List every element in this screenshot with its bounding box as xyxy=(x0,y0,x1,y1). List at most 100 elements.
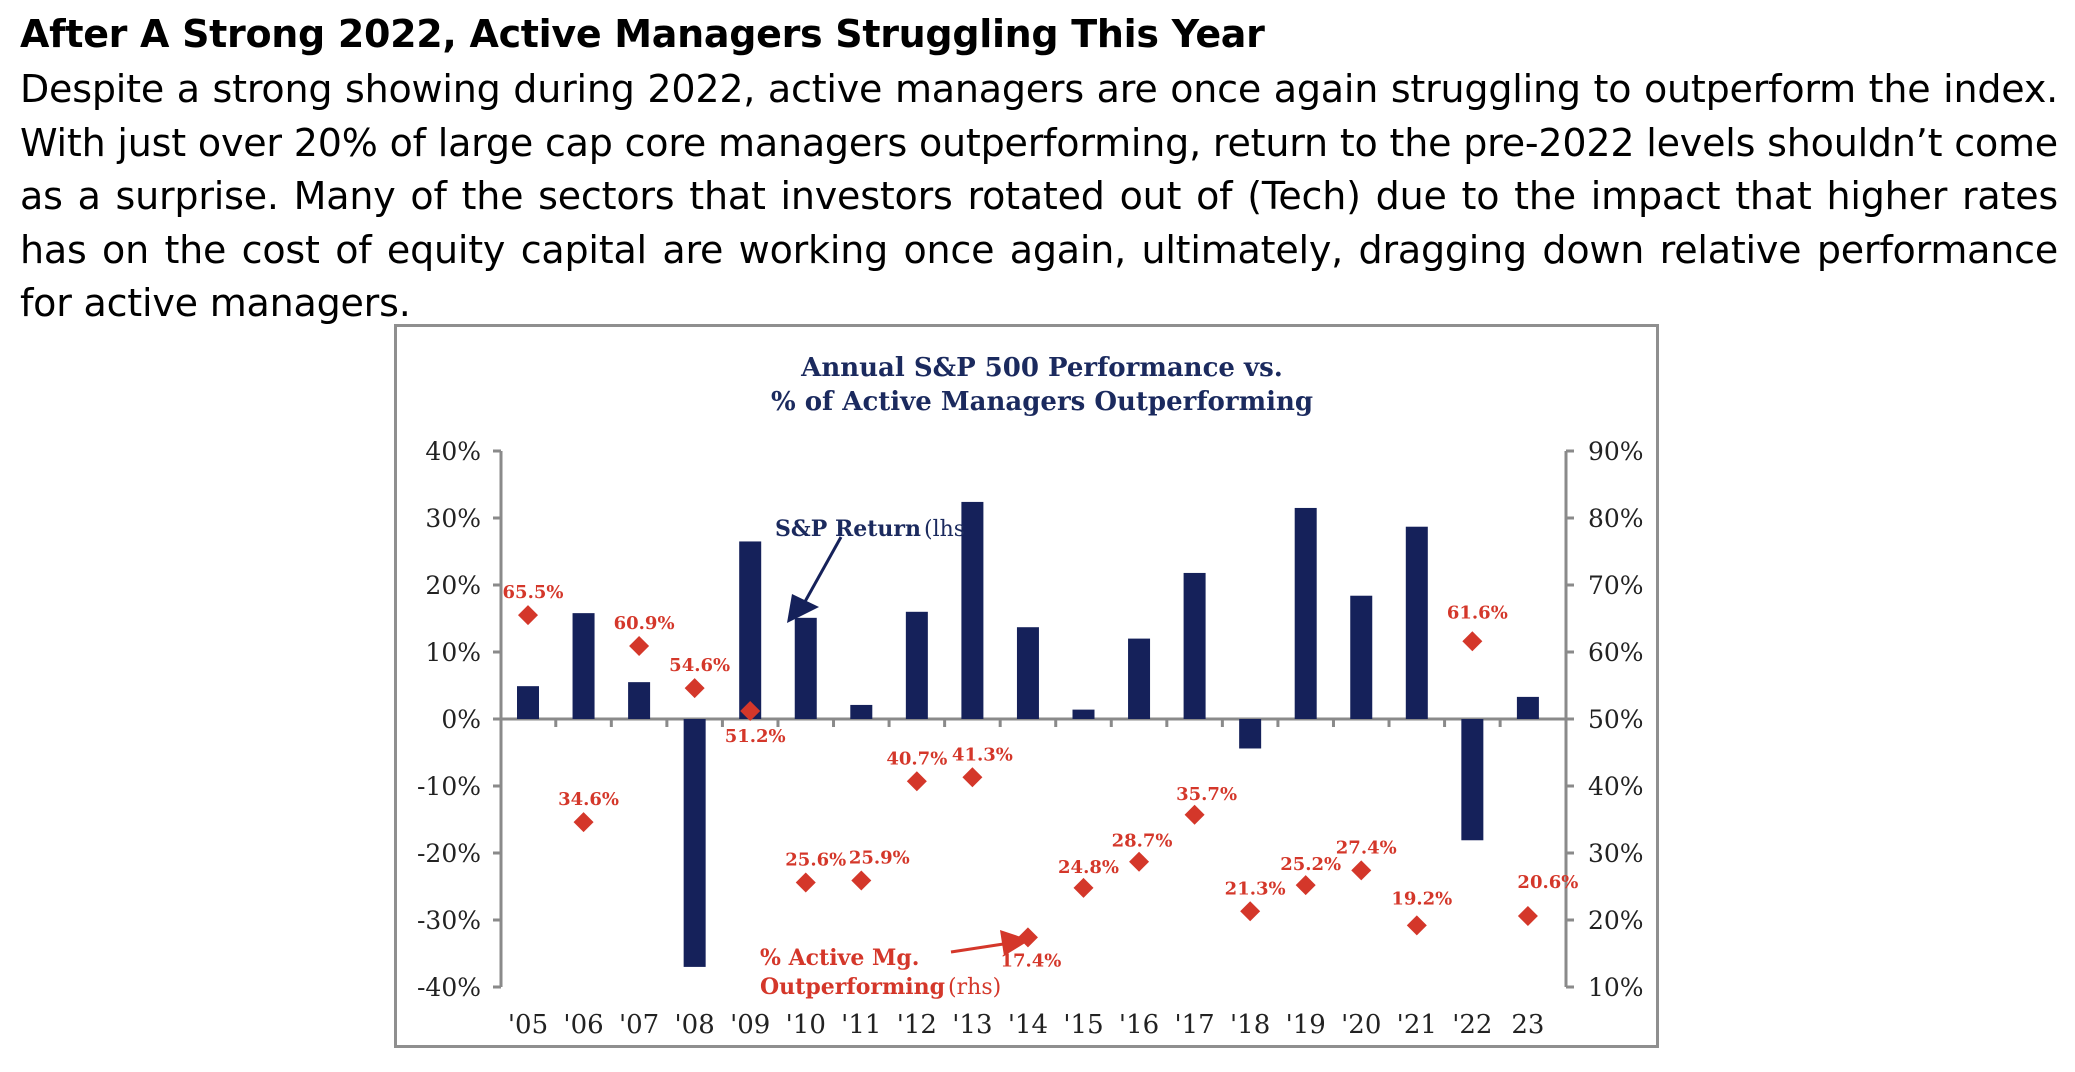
x-axis-label: '16 xyxy=(1119,1010,1159,1040)
right-axis-tick-label: 50% xyxy=(1588,705,1644,734)
sp-return-bar xyxy=(905,611,928,719)
chart-title-line2: % of Active Managers Outperforming xyxy=(771,387,1313,417)
marker-data-label: 35.7% xyxy=(1176,784,1237,805)
x-axis-label: '17 xyxy=(1174,1010,1214,1040)
marker-data-label: 17.4% xyxy=(1000,950,1061,971)
x-axis-label: '20 xyxy=(1341,1010,1381,1040)
marker-annotation-arrow xyxy=(950,930,1030,956)
x-axis-label: '21 xyxy=(1397,1010,1437,1040)
sp-return-bar xyxy=(1128,638,1151,719)
active-manager-marker xyxy=(740,700,761,721)
marker-data-label: 25.9% xyxy=(849,847,910,868)
marker-data-label: 19.2% xyxy=(1391,888,1452,909)
x-axis-label: '07 xyxy=(619,1010,659,1040)
x-axis-label: '14 xyxy=(1008,1010,1048,1040)
active-manager-marker xyxy=(573,812,594,833)
x-axis-label: '08 xyxy=(675,1010,715,1040)
sp-return-bar xyxy=(1461,719,1484,841)
right-axis-tick-label: 70% xyxy=(1588,571,1644,600)
active-manager-marker xyxy=(1240,901,1261,922)
right-axis-tick-label: 30% xyxy=(1588,839,1644,868)
body-paragraph: Despite a strong showing during 2022, ac… xyxy=(20,67,2058,325)
active-manager-marker xyxy=(1517,905,1538,926)
active-manager-marker xyxy=(1406,915,1427,936)
marker-data-label: 20.6% xyxy=(1517,872,1578,893)
left-axis-tick-label: -30% xyxy=(417,906,481,935)
marker-data-label: 60.9% xyxy=(614,613,675,634)
bar-annotation-suffix: (lhs xyxy=(924,517,965,542)
active-manager-marker xyxy=(962,767,983,788)
left-axis-tick-label: 30% xyxy=(425,504,481,533)
sp-return-bar xyxy=(1294,507,1317,719)
right-axis-tick-label: 60% xyxy=(1588,638,1644,667)
sp-return-bar xyxy=(1072,709,1095,719)
left-axis-tick-label: 0% xyxy=(441,705,481,734)
sp-return-bar xyxy=(628,682,651,719)
left-axis-tick-label: -10% xyxy=(417,772,481,801)
sp-return-bar xyxy=(794,617,817,719)
x-axis-label: '11 xyxy=(841,1010,881,1040)
sp-return-bar xyxy=(739,541,762,719)
x-axis-label: 23 xyxy=(1511,1010,1544,1040)
active-manager-marker xyxy=(684,678,705,699)
marker-data-label: 28.7% xyxy=(1112,831,1173,852)
sp-return-bar xyxy=(572,613,595,719)
sp-return-bar xyxy=(1350,595,1373,719)
active-manager-marker xyxy=(1073,877,1094,898)
marker-data-label: 25.2% xyxy=(1280,854,1341,875)
bar-annotation-arrow xyxy=(787,536,843,623)
x-axis-label: '15 xyxy=(1063,1010,1103,1040)
left-axis-tick-label: 20% xyxy=(425,571,481,600)
sp-return-bar xyxy=(1239,719,1262,749)
bar-annotation-label: S&P Return (lhs xyxy=(775,516,965,542)
sp-return-bar xyxy=(850,704,873,719)
x-axis-label: '12 xyxy=(897,1010,937,1040)
marker-data-label: 54.6% xyxy=(669,655,730,676)
right-axis-tick-label: 20% xyxy=(1588,906,1644,935)
x-axis-label: '18 xyxy=(1230,1010,1270,1040)
sp-return-bar xyxy=(1183,572,1206,719)
marker-data-label: 51.2% xyxy=(725,726,786,747)
marker-data-label: 24.8% xyxy=(1058,857,1119,878)
x-axis-label: '10 xyxy=(786,1010,826,1040)
marker-data-label: 27.4% xyxy=(1336,837,1397,858)
marker-data-label: 34.6% xyxy=(558,789,619,810)
right-axis-tick-label: 80% xyxy=(1588,504,1644,533)
sp-return-bar xyxy=(961,501,984,719)
active-manager-marker xyxy=(906,771,927,792)
active-manager-marker xyxy=(1351,860,1372,881)
marker-data-label: 25.6% xyxy=(785,849,846,870)
marker-data-label: 65.5% xyxy=(503,582,564,603)
marker-data-label: 21.3% xyxy=(1225,878,1286,899)
active-manager-marker xyxy=(1129,851,1150,872)
sp-return-bar xyxy=(683,719,706,967)
active-manager-marker xyxy=(851,870,872,891)
sp-return-bar xyxy=(1405,526,1428,719)
left-axis-tick-label: -40% xyxy=(417,973,481,1002)
sp-return-bar xyxy=(517,686,539,719)
marker-annotation-bold: Outperforming xyxy=(760,974,945,1000)
active-manager-marker xyxy=(1184,804,1205,825)
right-axis-tick-label: 90% xyxy=(1588,437,1644,466)
chart-title-line1: Annual S&P 500 Performance vs. xyxy=(800,353,1283,383)
sp-return-bar xyxy=(1516,696,1539,719)
active-manager-marker xyxy=(1462,631,1483,652)
active-manager-marker xyxy=(629,635,650,656)
marker-annotation-suffix: (rhs) xyxy=(948,975,1001,1000)
right-axis-tick-label: 10% xyxy=(1588,973,1644,1002)
left-axis-tick-label: 10% xyxy=(425,638,481,667)
bar-annotation-bold: S&P Return xyxy=(775,516,921,542)
left-axis-tick-label: 40% xyxy=(425,437,481,466)
active-manager-marker xyxy=(1295,875,1316,896)
x-axis-label: '13 xyxy=(952,1010,992,1040)
active-manager-marker xyxy=(518,605,538,626)
marker-data-label: 40.7% xyxy=(886,748,947,769)
x-axis-label: '22 xyxy=(1452,1010,1492,1040)
x-axis-label: '09 xyxy=(730,1010,770,1040)
active-manager-marker xyxy=(795,872,816,893)
marker-annotation-line1: % Active Mg. xyxy=(760,945,919,971)
marker-data-label: 61.6% xyxy=(1447,602,1508,623)
x-axis-label: '05 xyxy=(508,1010,548,1040)
marker-annotation-line2: Outperforming (rhs) xyxy=(760,974,1001,1000)
left-axis-tick-label: -20% xyxy=(417,839,481,868)
